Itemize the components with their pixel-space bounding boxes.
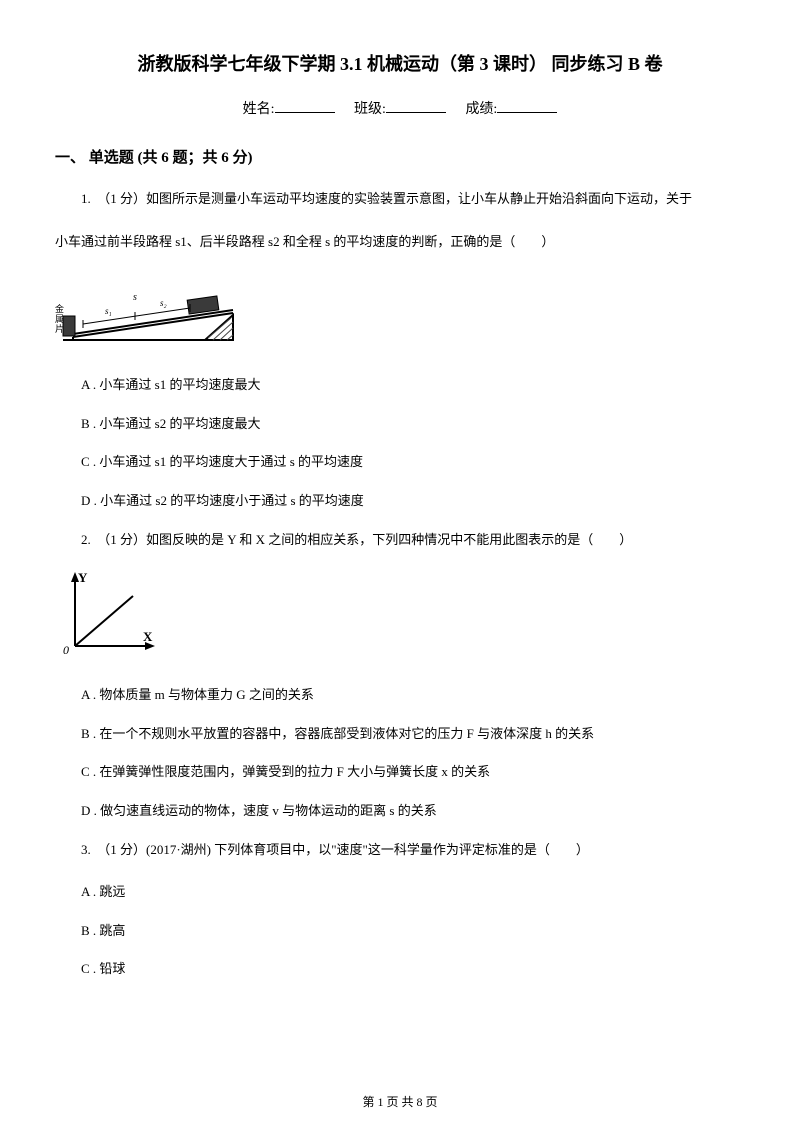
q2-option-d: D . 做匀速直线运动的物体，速度 v 与物体运动的距离 s 的关系 — [55, 797, 745, 826]
q1-option-a: A . 小车通过 s1 的平均速度最大 — [55, 371, 745, 400]
q2-stem: 2. （1 分）如图反映的是 Y 和 X 之间的相应关系，下列四种情况中不能用此… — [55, 526, 745, 555]
svg-text:s₂: s₂ — [160, 298, 167, 308]
svg-text:s: s — [133, 292, 137, 303]
q1-stem-line1: 1. （1 分）如图所示是测量小车运动平均速度的实验装置示意图，让小车从静止开始… — [55, 185, 745, 214]
q2-option-b: B . 在一个不规则水平放置的容器中，容器底部受到液体对它的压力 F 与液体深度… — [55, 720, 745, 749]
q2-option-a: A . 物体质量 m 与物体重力 G 之间的关系 — [55, 681, 745, 710]
svg-text:属: 属 — [55, 314, 64, 324]
name-label: 姓名: — [243, 102, 275, 117]
name-blank — [275, 99, 335, 113]
page-title: 浙教版科学七年级下学期 3.1 机械运动（第 3 课时） 同步练习 B 卷 — [55, 50, 745, 76]
svg-text:0: 0 — [63, 643, 69, 657]
svg-text:X: X — [143, 629, 153, 644]
section-heading: 一、 单选题 (共 6 题；共 6 分) — [55, 146, 745, 167]
class-blank — [386, 99, 446, 113]
q1-figure: 金 属 片 s s₁ s₂ — [55, 270, 745, 353]
svg-text:片: 片 — [55, 323, 64, 334]
q3-option-b: B . 跳高 — [55, 917, 745, 946]
q1-option-d: D . 小车通过 s2 的平均速度小于通过 s 的平均速度 — [55, 487, 745, 516]
q3-option-a: A . 跳远 — [55, 878, 745, 907]
svg-text:Y: Y — [78, 570, 88, 585]
page-footer: 第 1 页 共 8 页 — [0, 1093, 800, 1110]
svg-text:金: 金 — [55, 303, 64, 314]
q2-option-c: C . 在弹簧弹性限度范围内，弹簧受到的拉力 F 大小与弹簧长度 x 的关系 — [55, 758, 745, 787]
q1-option-c: C . 小车通过 s1 的平均速度大于通过 s 的平均速度 — [55, 448, 745, 477]
q1-stem-line2: 小车通过前半段路程 s1、后半段路程 s2 和全程 s 的平均速度的判断，正确的… — [55, 228, 745, 257]
info-line: 姓名: 班级: 成绩: — [55, 98, 745, 118]
q3-option-c: C . 铅球 — [55, 955, 745, 984]
score-label: 成绩: — [465, 102, 497, 117]
q3-stem: 3. （1 分）(2017·湖州) 下列体育项目中，以"速度"这一科学量作为评定… — [55, 836, 745, 865]
class-label: 班级: — [354, 102, 386, 117]
q2-figure: Y X 0 — [55, 568, 745, 663]
svg-text:s₁: s₁ — [105, 306, 112, 316]
q1-option-b: B . 小车通过 s2 的平均速度最大 — [55, 410, 745, 439]
score-blank — [497, 99, 557, 113]
